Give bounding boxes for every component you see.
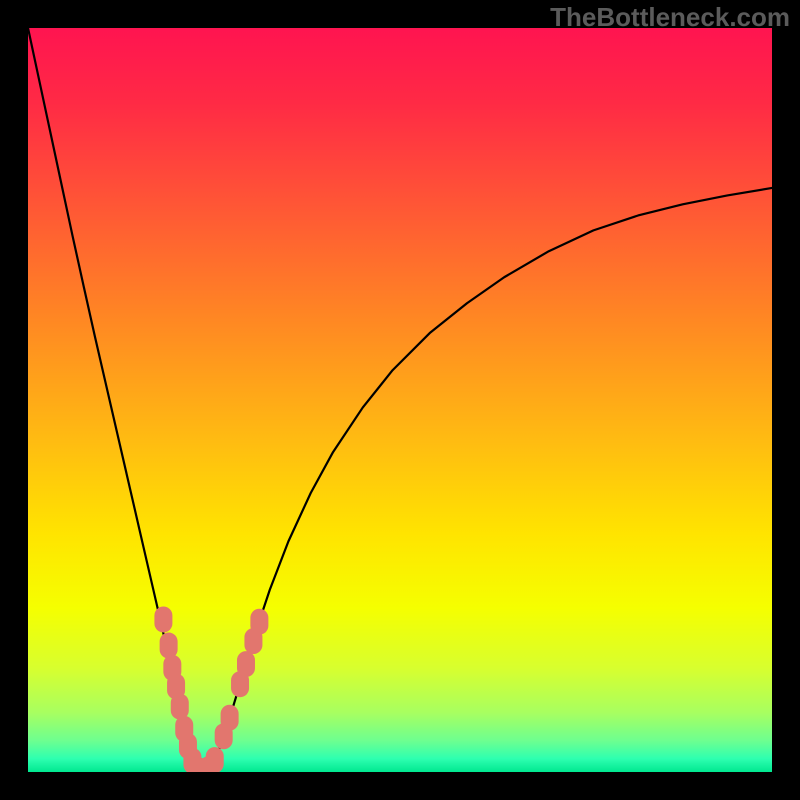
frame-bar [0,0,800,28]
bottleneck-chart: TheBottleneck.com [0,0,800,800]
frame-bar [0,0,28,800]
frame-bar [772,0,800,800]
data-marker [160,633,178,659]
data-marker [250,609,268,635]
chart-svg [0,0,800,800]
frame-bar [0,772,800,800]
data-marker [206,747,224,773]
data-marker [237,651,255,677]
plot-background [28,28,772,772]
data-marker [171,694,189,720]
data-marker [221,705,239,731]
data-marker [154,606,172,632]
